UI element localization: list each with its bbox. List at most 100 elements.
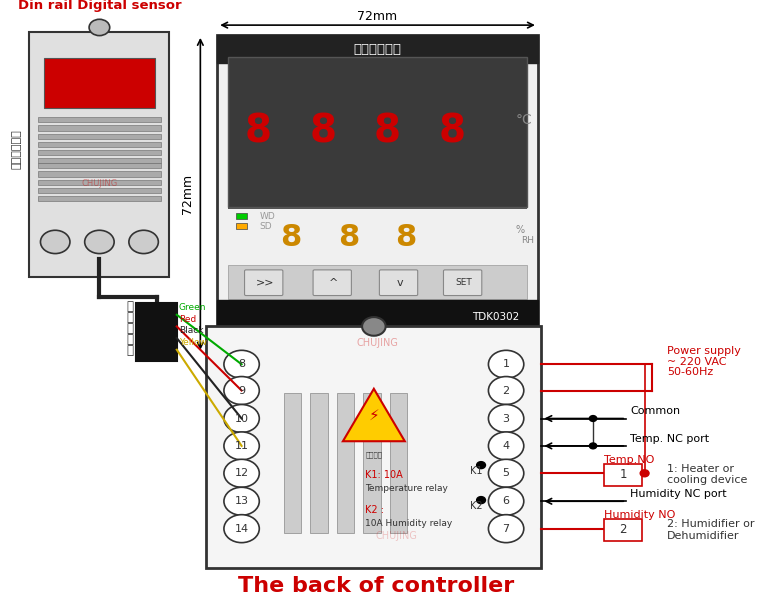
Text: 10A Humidity relay: 10A Humidity relay (365, 519, 452, 528)
Text: 8: 8 (338, 223, 359, 253)
Text: 8: 8 (238, 359, 245, 370)
Text: RH: RH (521, 236, 534, 245)
Text: CHUJING: CHUJING (82, 179, 118, 188)
Circle shape (488, 405, 524, 432)
Text: 8: 8 (374, 112, 401, 150)
Bar (604, 519, 642, 541)
Bar (218, 300, 538, 331)
Text: 1: 1 (620, 468, 627, 481)
Text: 2: 2 (620, 524, 627, 536)
Circle shape (641, 470, 649, 477)
Bar (604, 464, 642, 485)
Bar (38, 141, 161, 147)
Bar (228, 265, 527, 299)
Bar (284, 393, 301, 533)
Circle shape (224, 487, 259, 515)
Text: Humidity NC port: Humidity NC port (630, 490, 727, 499)
Bar (228, 207, 527, 209)
Bar (390, 393, 408, 533)
Text: >>: >> (256, 278, 275, 288)
Circle shape (41, 230, 70, 254)
Text: 8: 8 (395, 223, 417, 253)
Bar (218, 35, 538, 353)
Text: 3: 3 (503, 414, 510, 423)
Circle shape (488, 350, 524, 378)
Text: K2: K2 (471, 501, 483, 511)
Text: Yellow: Yellow (179, 338, 207, 347)
Text: cooling device: cooling device (667, 475, 747, 485)
Polygon shape (343, 389, 404, 441)
Text: 8: 8 (309, 112, 336, 150)
Circle shape (589, 443, 597, 449)
Bar (38, 180, 161, 185)
Text: ⚡: ⚡ (368, 408, 379, 423)
Circle shape (89, 19, 110, 36)
Text: Temperature relay: Temperature relay (365, 484, 448, 493)
Bar (38, 187, 161, 193)
Text: Power supply: Power supply (667, 346, 741, 356)
Text: °C: °C (516, 112, 532, 127)
Text: 2: Humidifier or: 2: Humidifier or (667, 519, 754, 529)
Text: K1: 10A: K1: 10A (365, 470, 402, 480)
Text: 12: 12 (235, 468, 248, 478)
Bar (38, 163, 161, 168)
Text: 温湿度传感器: 温湿度传感器 (12, 129, 22, 168)
Text: 11: 11 (235, 441, 248, 451)
Bar (38, 196, 161, 201)
FancyBboxPatch shape (379, 270, 418, 296)
Text: 器: 器 (127, 344, 134, 357)
Circle shape (477, 461, 485, 469)
FancyBboxPatch shape (313, 270, 351, 296)
Text: 50-60Hz: 50-60Hz (667, 368, 713, 377)
Bar (337, 393, 355, 533)
Bar (44, 59, 155, 108)
Text: Common: Common (630, 406, 680, 416)
Text: 1: 1 (503, 359, 510, 370)
Text: 9: 9 (238, 386, 245, 396)
Text: Green: Green (179, 303, 207, 312)
Bar (363, 393, 381, 533)
Text: 8: 8 (281, 223, 301, 253)
Bar (38, 134, 161, 139)
Text: v: v (397, 278, 403, 288)
Bar (236, 223, 248, 229)
Text: 4: 4 (502, 441, 510, 451)
Text: CHUJING: CHUJING (375, 531, 417, 541)
Circle shape (477, 497, 485, 504)
Text: K2 :: K2 : (365, 505, 384, 515)
Circle shape (224, 459, 259, 487)
Circle shape (224, 432, 259, 460)
Bar (218, 35, 538, 63)
Bar (310, 393, 328, 533)
Bar (228, 57, 527, 207)
Circle shape (224, 515, 259, 543)
Text: 8: 8 (245, 112, 271, 150)
Text: WD: WD (259, 212, 275, 221)
Circle shape (224, 350, 259, 378)
Bar (29, 32, 169, 277)
Text: Red: Red (179, 315, 196, 324)
Circle shape (488, 459, 524, 487)
Circle shape (224, 405, 259, 432)
Text: 14: 14 (235, 524, 248, 534)
Text: 8: 8 (439, 112, 466, 150)
Text: CHUJING: CHUJING (357, 338, 398, 348)
Text: SD: SD (259, 221, 272, 230)
Bar (136, 303, 177, 361)
Circle shape (488, 432, 524, 460)
Circle shape (488, 377, 524, 405)
Text: 72mm: 72mm (181, 174, 194, 214)
Text: 5: 5 (503, 468, 510, 478)
Text: 数: 数 (127, 300, 134, 312)
Text: 6: 6 (503, 496, 510, 506)
Bar (38, 171, 161, 177)
Bar (38, 117, 161, 122)
Circle shape (488, 487, 524, 515)
Text: TDK0302: TDK0302 (472, 312, 519, 322)
Text: Black: Black (179, 326, 204, 335)
Text: Temp.NO: Temp.NO (604, 455, 654, 465)
Bar (38, 150, 161, 155)
Text: %: % (516, 225, 524, 235)
Text: 字: 字 (127, 310, 134, 324)
Bar (236, 213, 248, 219)
